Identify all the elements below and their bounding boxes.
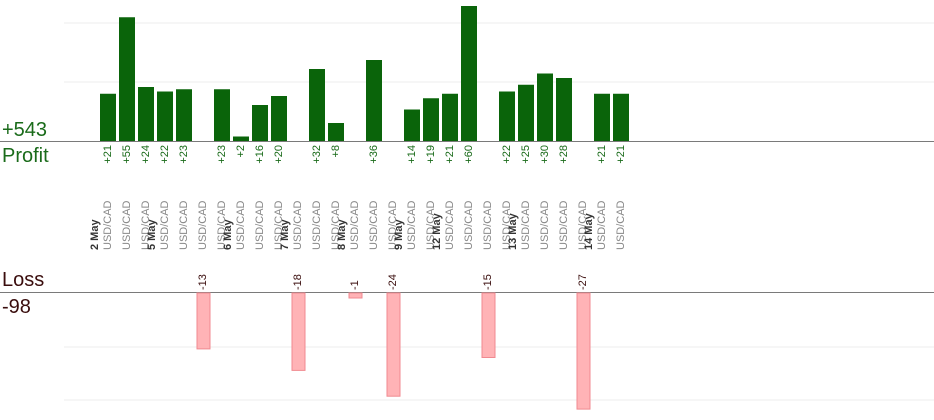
profit-bar: [138, 87, 154, 141]
profit-bar: [233, 136, 249, 141]
profit-value-label: +30: [539, 145, 551, 164]
loss-bar: [291, 292, 306, 371]
date-label: 8 May: [336, 219, 348, 250]
pair-label: USD/CAD: [216, 200, 228, 250]
profit-value-label: +21: [596, 145, 608, 164]
profit-total: +543: [2, 119, 48, 141]
loss-value-label: -1: [349, 280, 361, 290]
loss-bar: [196, 292, 211, 350]
pair-label: USD/CAD: [121, 200, 133, 250]
loss-value-label: -24: [387, 274, 399, 290]
pair-label: USD/CAD: [368, 200, 380, 250]
profit-bar: [594, 93, 610, 141]
profit-bar: [328, 123, 344, 141]
profit-value-label: +25: [520, 145, 532, 164]
pair-label: USD/CAD: [159, 200, 171, 250]
profit-bar: [404, 109, 420, 141]
pair-label: USD/CAD: [463, 200, 475, 250]
pair-label: USD/CAD: [520, 200, 532, 250]
profit-value-label: +32: [311, 145, 323, 164]
pair-label: USD/CAD: [558, 200, 570, 250]
pair-label: USD/CAD: [539, 200, 551, 250]
loss-bar: [348, 292, 363, 299]
pair-label: USD/CAD: [387, 200, 399, 250]
date-label: 2 May: [89, 219, 101, 250]
pair-label: USD/CAD: [178, 200, 190, 250]
profit-bar: [271, 96, 287, 141]
loss-bar: [576, 292, 591, 410]
profit-bar: [556, 78, 572, 141]
profit-value-label: +20: [273, 145, 285, 164]
profit-value-label: +28: [558, 145, 570, 164]
loss-total: -98: [2, 296, 31, 318]
date-label: 7 May: [279, 219, 291, 250]
profit-bar: [157, 91, 173, 141]
pair-label: USD/CAD: [615, 200, 627, 250]
pair-label: USD/CAD: [425, 200, 437, 250]
pair-label: USD/CAD: [406, 200, 418, 250]
loss-label: Loss: [2, 269, 45, 291]
pair-label: USD/CAD: [273, 200, 285, 250]
profit-value-label: +16: [254, 145, 266, 164]
profit-bar: [537, 73, 553, 141]
loss-bar: [481, 292, 496, 358]
profit-value-label: +36: [368, 145, 380, 164]
date-label: 9 May: [393, 219, 405, 250]
profit-bar: [309, 69, 325, 141]
date-label: 12 May: [431, 212, 443, 250]
pair-label: USD/CAD: [444, 200, 456, 250]
profit-value-label: +23: [216, 145, 228, 164]
pair-label: USD/CAD: [482, 200, 494, 250]
profit-value-label: +23: [178, 145, 190, 164]
loss-value-label: -15: [482, 274, 494, 290]
pair-label: USD/CAD: [330, 200, 342, 250]
profit-bar: [366, 60, 382, 141]
pair-label: USD/CAD: [102, 200, 114, 250]
profit-bar: [214, 89, 230, 141]
profit-value-label: +24: [140, 145, 152, 164]
profit-value-label: +22: [501, 145, 513, 164]
pair-label: USD/CAD: [596, 200, 608, 250]
profit-bar: [613, 93, 629, 141]
profit-value-label: +2: [235, 145, 247, 158]
pair-label: USD/CAD: [254, 200, 266, 250]
pair-label: USD/CAD: [292, 200, 304, 250]
profit-bar: [499, 91, 515, 141]
pair-label: USD/CAD: [140, 200, 152, 250]
loss-value-label: -27: [577, 274, 589, 290]
profit-bar: [252, 105, 268, 141]
date-label: 14 May: [583, 212, 595, 250]
date-label: 5 May: [146, 219, 158, 250]
profit-value-label: +21: [102, 145, 114, 164]
pair-label: USD/CAD: [501, 200, 513, 250]
profit-bar: [176, 89, 192, 141]
profit-bar: [518, 84, 534, 141]
pair-label: USD/CAD: [577, 200, 589, 250]
pair-label: USD/CAD: [349, 200, 361, 250]
profit-value-label: +19: [425, 145, 437, 164]
date-label: 6 May: [222, 219, 234, 250]
loss-bar: [386, 292, 401, 397]
profit-value-label: +8: [330, 145, 342, 158]
profit-value-label: +55: [121, 145, 133, 164]
profit-value-label: +14: [406, 145, 418, 164]
profit-bar: [461, 6, 477, 141]
pair-label: USD/CAD: [197, 200, 209, 250]
profit-bar: [442, 93, 458, 141]
profit-bar: [119, 17, 135, 141]
loss-value-label: -18: [292, 274, 304, 290]
profit-value-label: +60: [463, 145, 475, 164]
profit-value-label: +21: [444, 145, 456, 164]
profit-bar: [423, 98, 439, 141]
pair-label: USD/CAD: [311, 200, 323, 250]
profit-value-label: +22: [159, 145, 171, 164]
pair-label: USD/CAD: [235, 200, 247, 250]
date-label: 13 May: [507, 212, 519, 250]
profit-value-label: +21: [615, 145, 627, 164]
loss-value-label: -13: [197, 274, 209, 290]
profit-bar: [100, 93, 116, 141]
profit-label: Profit: [2, 145, 49, 167]
